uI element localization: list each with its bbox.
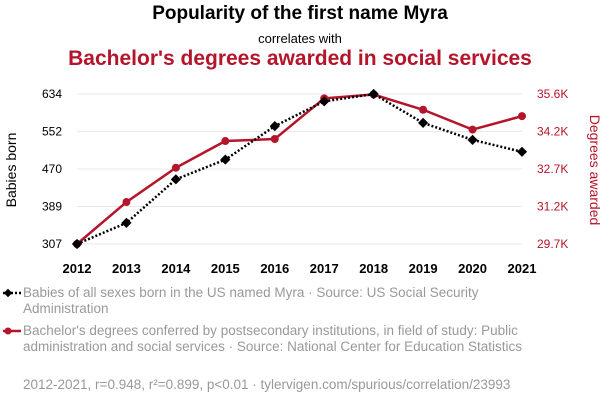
series-degrees-point <box>419 105 428 114</box>
series-myra-point <box>418 117 429 128</box>
x-tick-label: 2013 <box>112 261 141 276</box>
chart-title: Popularity of the first name Myra <box>152 3 448 24</box>
x-tick-label: 2018 <box>359 261 388 276</box>
series-myra-point <box>121 217 132 228</box>
left-axis-ticks: 307 389 470 552 634 <box>42 87 62 251</box>
series-myra-point <box>170 174 181 185</box>
series-myra-line <box>76 92 523 246</box>
series-degrees-point <box>270 135 279 143</box>
y-left-tick-label: 389 <box>42 200 62 214</box>
right-axis-label: Degrees awarded <box>587 115 600 226</box>
y-left-tick-label: 307 <box>42 237 62 251</box>
series-myra-point <box>516 146 528 157</box>
series-degrees-point <box>221 137 230 146</box>
right-axis-ticks: 29.7K 31.2K 32.7K 34.2K 35.6K <box>537 87 568 251</box>
x-tick-label: 2014 <box>161 261 191 276</box>
y-right-tick-label: 35.6K <box>537 87 568 101</box>
y-right-tick-label: 29.7K <box>537 237 568 251</box>
series-degrees-point <box>122 198 131 207</box>
y-left-tick-label: 552 <box>42 125 62 139</box>
chart-subtitle: correlates with <box>258 31 342 46</box>
series-myra-point <box>71 238 83 250</box>
series-myra-point <box>467 134 478 145</box>
data-series <box>71 88 528 250</box>
legend-text-degrees: Bachelor's degrees conferred by postseco… <box>23 323 522 354</box>
series-myra-point <box>368 88 379 100</box>
series-degrees-point <box>171 163 180 172</box>
chart-footer: 2012-2021, r=0.948, r²=0.899, p<0.01 · t… <box>23 377 511 392</box>
y-left-tick-label: 470 <box>42 162 62 176</box>
series-degrees-point <box>468 125 477 134</box>
x-tick-label: 2021 <box>508 261 537 276</box>
y-right-tick-label: 34.2K <box>537 125 568 139</box>
series-degrees-line <box>76 93 523 245</box>
chart-second-title: Bachelor's degrees awarded in social ser… <box>68 47 532 70</box>
y-left-tick-label: 634 <box>42 87 62 101</box>
x-tick-label: 2019 <box>409 261 438 276</box>
grid-lines <box>77 93 522 245</box>
x-tick-label: 2012 <box>63 261 92 276</box>
x-axis-ticks: 2012 2013 2014 2015 2016 2017 2018 2019 2020 2021 <box>63 261 537 276</box>
x-tick-label: 2016 <box>260 261 289 276</box>
x-tick-label: 2020 <box>458 261 487 276</box>
legend-text-myra: Babies of all sexes born in the US named… <box>23 285 479 316</box>
y-right-tick-label: 32.7K <box>537 162 568 176</box>
left-axis-label: Babies born <box>3 133 19 208</box>
x-tick-label: 2015 <box>211 261 240 276</box>
line-circle-icon <box>3 327 21 335</box>
series-myra-point <box>269 121 280 132</box>
series-degrees-point <box>518 112 526 121</box>
dotted-line-diamond-icon <box>3 288 21 298</box>
y-right-tick-label: 31.2K <box>537 200 568 214</box>
x-tick-label: 2017 <box>310 261 339 276</box>
